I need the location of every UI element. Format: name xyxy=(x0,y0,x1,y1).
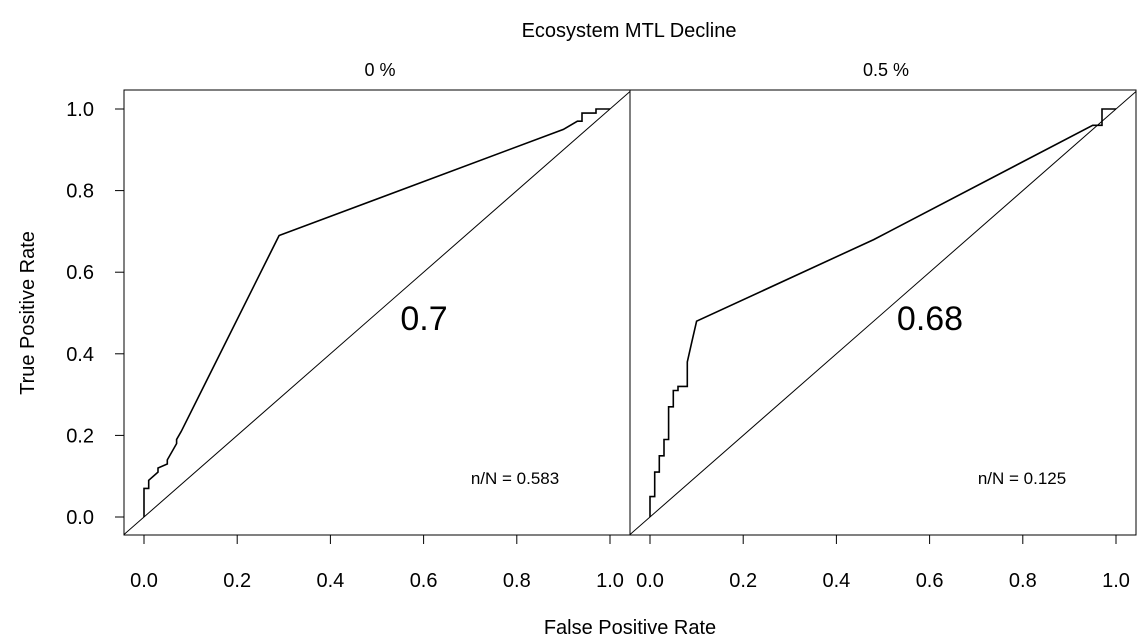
panel-frame xyxy=(629,89,1137,536)
x-tick-label: 0.4 xyxy=(822,570,850,592)
panel-title: 0 % xyxy=(364,60,395,80)
x-tick-label: 0.2 xyxy=(223,570,251,592)
y-tick-label: 0.4 xyxy=(66,344,94,366)
y-tick-label: 1.0 xyxy=(66,99,94,121)
x-tick-label: 1.0 xyxy=(1102,570,1130,592)
panel-title: 0.5 % xyxy=(863,60,909,80)
x-tick-label: 0.4 xyxy=(316,570,344,592)
reference-diagonal xyxy=(124,90,630,535)
x-tick-label: 1.0 xyxy=(596,570,624,592)
roc-curve xyxy=(649,108,1116,517)
reference-diagonal xyxy=(630,90,1136,535)
auc-label: 0.7 xyxy=(400,300,447,338)
auc-label: 0.68 xyxy=(897,300,963,338)
y-tick-label: 0.2 xyxy=(66,425,94,447)
chart-title: Ecosystem MTL Decline xyxy=(522,20,737,42)
x-tick-label: 0.8 xyxy=(1009,570,1037,592)
n-ratio-label: n/N = 0.125 xyxy=(978,469,1066,488)
y-tick-label: 0.0 xyxy=(66,507,94,529)
y-tick-label: 0.6 xyxy=(66,262,94,284)
n-ratio-label: n/N = 0.583 xyxy=(471,469,559,488)
x-tick-label: 0.0 xyxy=(130,570,158,592)
panel-2: 0.5 % 0.68 n/N = 0.125 0.0 0.2 0.4 0.6 0.8 1.0 xyxy=(629,60,1137,592)
y-axis-label: True Positive Rate xyxy=(17,231,39,395)
x-tick-label: 0.2 xyxy=(729,570,757,592)
roc-curve xyxy=(143,108,610,517)
y-tick-label: 0.8 xyxy=(66,181,94,203)
x-tick-label: 0.6 xyxy=(410,570,438,592)
x-axis-label: False Positive Rate xyxy=(544,617,716,639)
x-tick-label: 0.0 xyxy=(636,570,664,592)
panel-1: 0 % 0.7 n/N = 0.583 0.0 0.2 0.4 0.6 0.8 1.0 xyxy=(123,60,631,592)
x-tick-label: 0.8 xyxy=(503,570,531,592)
x-tick-label: 0.6 xyxy=(916,570,944,592)
